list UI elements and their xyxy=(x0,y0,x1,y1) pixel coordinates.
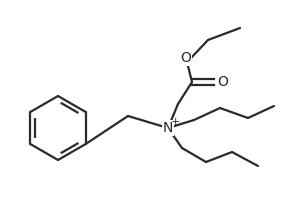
Text: O: O xyxy=(218,75,229,89)
Text: N: N xyxy=(163,121,173,135)
Text: O: O xyxy=(181,51,192,65)
Text: +: + xyxy=(170,117,180,127)
